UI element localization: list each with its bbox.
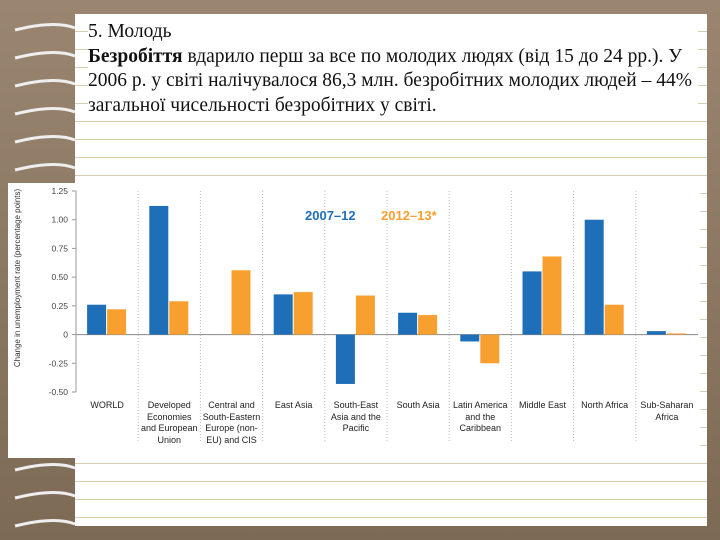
y-tick-label: 1.25: [51, 186, 68, 196]
legend-entry: 2012–13*: [381, 208, 438, 223]
bar: [418, 315, 438, 335]
bar: [542, 256, 562, 335]
y-tick-label: 0: [63, 330, 68, 340]
x-tick-label: Middle East: [518, 400, 567, 410]
y-axis-label: Change in unemployment rate (percentage …: [13, 189, 22, 368]
x-tick-label: East Asia: [274, 400, 313, 410]
y-tick-label: 1.00: [51, 215, 68, 225]
y-tick-label: -0.50: [49, 387, 69, 397]
text-block: 5. Молодь Безробіття вдарило перш за все…: [88, 20, 698, 118]
x-tick-label: Latin America and the Caribbean: [453, 400, 508, 433]
bar: [107, 309, 127, 335]
bar: [87, 304, 107, 335]
bar: [273, 294, 293, 335]
y-tick-label: 0.25: [51, 301, 68, 311]
x-tick-label: Central and South-Eastern Europe (non-EU…: [202, 400, 261, 445]
bar: [584, 219, 604, 335]
bold-word: Безробіття: [88, 45, 183, 67]
binding-rings: [14, 23, 76, 528]
heading: 5. Молодь: [88, 21, 172, 42]
bar: [646, 331, 666, 335]
x-tick-label: Developed Economies and European Union: [141, 400, 198, 445]
bar: [666, 333, 686, 335]
bar: [355, 295, 375, 335]
y-tick-label: -0.25: [49, 358, 69, 368]
bar: [335, 334, 355, 384]
bar: [460, 334, 480, 342]
chart: Change in unemployment rate (percentage …: [8, 183, 700, 458]
x-tick-label: North Africa: [581, 400, 629, 410]
y-tick-label: 0.75: [51, 243, 68, 253]
bar: [293, 292, 313, 335]
bar: [169, 301, 189, 335]
bar: [149, 205, 169, 335]
y-tick-label: 0.50: [51, 272, 68, 282]
bar: [231, 270, 251, 335]
x-tick-label: WORLD: [90, 400, 124, 410]
paragraph: Безробіття вдарило перш за все по молоди…: [88, 45, 698, 119]
paragraph-text: вдарило перш за все по молодих людях (ві…: [88, 45, 692, 116]
bar: [398, 312, 418, 335]
chart-svg: Change in unemployment rate (percentage …: [13, 186, 698, 442]
bar: [522, 271, 542, 335]
bar: [604, 304, 624, 335]
x-tick-label: South-East Asia and the Pacific: [330, 400, 381, 433]
x-tick-label: Sub-Saharan Africa: [640, 400, 694, 422]
legend-entry: 2007–12: [305, 208, 356, 223]
bar: [480, 334, 500, 364]
x-tick-label: South Asia: [396, 400, 440, 410]
